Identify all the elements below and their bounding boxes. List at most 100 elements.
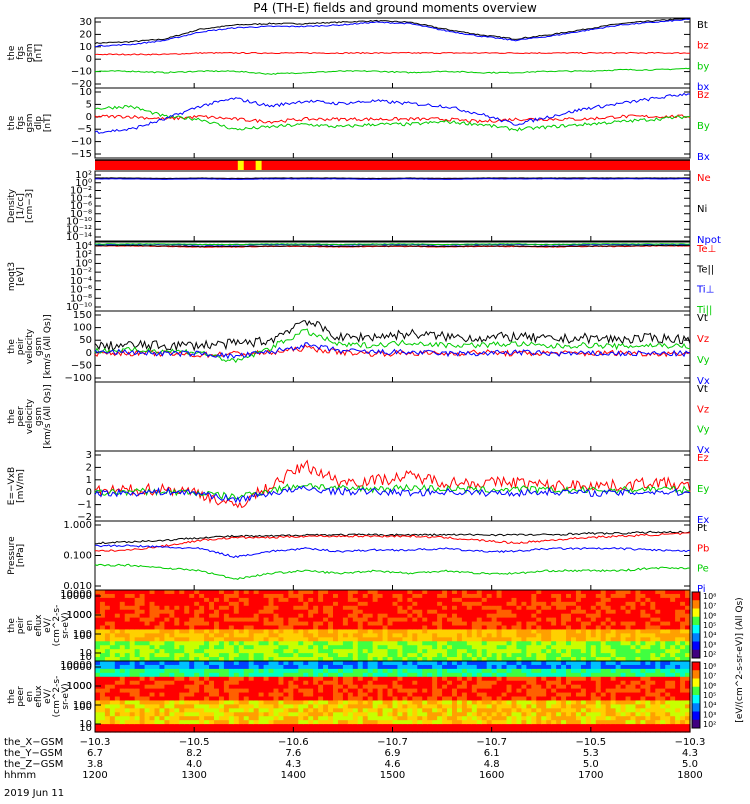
heatmap-cell bbox=[104, 708, 111, 713]
heatmap-cell bbox=[650, 597, 656, 603]
heatmap-cell bbox=[640, 629, 646, 634]
heatmap-cell bbox=[452, 680, 458, 686]
heatmap-cell bbox=[238, 597, 245, 603]
heatmap-cell bbox=[149, 676, 156, 682]
heatmap-cell bbox=[625, 613, 632, 619]
heatmap-cell bbox=[541, 593, 547, 599]
heatmap-cell bbox=[511, 708, 518, 713]
heatmap-cell bbox=[670, 704, 676, 709]
heatmap-cell bbox=[209, 649, 215, 654]
heatmap-cell bbox=[268, 645, 275, 650]
heatmap-cell bbox=[164, 728, 170, 733]
heatmap-cell bbox=[134, 672, 141, 678]
y-tick-label: 10⁻⁸ bbox=[70, 209, 92, 220]
heatmap-cell bbox=[372, 637, 379, 642]
heatmap-cell bbox=[337, 613, 344, 619]
heatmap-cell bbox=[655, 680, 661, 686]
heatmap-cell bbox=[566, 672, 572, 678]
heatmap-cell bbox=[253, 637, 260, 642]
heatmap-cell bbox=[506, 708, 513, 713]
heatmap-cell bbox=[362, 728, 369, 733]
heatmap-cell bbox=[308, 708, 314, 713]
heatmap-cell bbox=[238, 684, 245, 690]
heatmap-cell bbox=[129, 637, 136, 642]
heatmap-cell bbox=[258, 641, 265, 646]
heatmap-cell bbox=[283, 625, 289, 631]
heatmap-cell bbox=[233, 597, 240, 603]
heatmap-cell bbox=[655, 590, 661, 595]
heatmap-cell bbox=[551, 700, 557, 705]
heatmap-cell bbox=[114, 692, 121, 698]
heatmap-cell bbox=[328, 676, 334, 682]
heatmap-cell bbox=[422, 621, 428, 627]
heatmap-cell bbox=[556, 688, 562, 694]
heatmap-cell bbox=[367, 692, 374, 698]
heatmap-cell bbox=[169, 645, 175, 650]
heatmap-cell bbox=[362, 668, 369, 674]
heatmap-cell bbox=[199, 641, 205, 646]
heatmap-cell bbox=[144, 645, 151, 650]
heatmap-cell bbox=[337, 645, 344, 650]
heatmap-cell bbox=[154, 696, 161, 702]
heatmap-cell bbox=[104, 621, 111, 627]
heatmap-cell bbox=[342, 657, 349, 662]
heatmap-cell bbox=[114, 724, 121, 729]
heatmap-cell bbox=[273, 629, 280, 634]
xaxis-tick-label: 5.0 bbox=[583, 759, 599, 770]
heatmap-cell bbox=[214, 613, 220, 619]
xaxis-tick-label: 6.1 bbox=[484, 748, 500, 759]
heatmap-cell bbox=[427, 613, 433, 619]
heatmap-cell bbox=[204, 720, 210, 725]
heatmap-cell bbox=[536, 728, 542, 733]
heatmap-cell bbox=[645, 625, 651, 631]
heatmap-cell bbox=[566, 593, 572, 599]
heatmap-cell bbox=[298, 657, 304, 662]
heatmap-cell bbox=[655, 712, 661, 717]
heatmap-cell bbox=[337, 724, 344, 729]
heatmap-cell bbox=[397, 720, 404, 725]
heatmap-cell bbox=[392, 708, 399, 713]
colorbar-segment bbox=[692, 695, 700, 704]
heatmap-cell bbox=[119, 672, 126, 678]
heatmap-cell bbox=[660, 700, 666, 705]
heatmap-cell bbox=[342, 645, 349, 650]
heatmap-cell bbox=[506, 590, 513, 595]
heatmap-cell bbox=[204, 613, 210, 619]
heatmap-cell bbox=[179, 684, 185, 690]
heatmap-cell bbox=[511, 696, 518, 702]
heatmap-cell bbox=[318, 712, 324, 717]
heatmap-cell bbox=[357, 597, 364, 603]
heatmap-cell bbox=[665, 653, 671, 658]
heatmap-cell bbox=[595, 664, 602, 670]
heatmap-cell bbox=[585, 637, 592, 642]
heatmap-cell bbox=[372, 688, 379, 694]
heatmap-cell bbox=[521, 629, 527, 634]
heatmap-cell bbox=[605, 708, 612, 713]
heatmap-cell bbox=[486, 700, 493, 705]
heatmap-cell bbox=[318, 716, 324, 721]
heatmap-cell bbox=[640, 720, 646, 725]
heatmap-cell bbox=[516, 641, 523, 646]
heatmap-cell bbox=[397, 613, 404, 619]
heatmap-cell bbox=[422, 712, 428, 717]
heatmap-cell bbox=[258, 700, 265, 705]
heatmap-cell bbox=[600, 668, 607, 674]
heatmap-cell bbox=[119, 700, 126, 705]
heatmap-cell bbox=[521, 696, 527, 702]
heatmap-cell bbox=[506, 621, 513, 627]
colorbar-tick-label: 10⁷ bbox=[703, 602, 716, 611]
heatmap-cell bbox=[134, 613, 141, 619]
heatmap-cell bbox=[139, 609, 146, 615]
heatmap-cell bbox=[501, 593, 508, 599]
y-tick-label: 10 bbox=[79, 652, 92, 663]
y-tick-label: 10⁻⁸ bbox=[70, 293, 92, 304]
heatmap-cell bbox=[293, 716, 299, 721]
heatmap-cell bbox=[218, 728, 225, 733]
heatmap-cell bbox=[328, 700, 334, 705]
heatmap-cell bbox=[318, 593, 324, 599]
heatmap-cell bbox=[333, 590, 339, 595]
heatmap-cell bbox=[685, 601, 691, 607]
heatmap-cell bbox=[382, 724, 389, 729]
heatmap-cell bbox=[531, 708, 537, 713]
heatmap-cell bbox=[437, 601, 443, 607]
